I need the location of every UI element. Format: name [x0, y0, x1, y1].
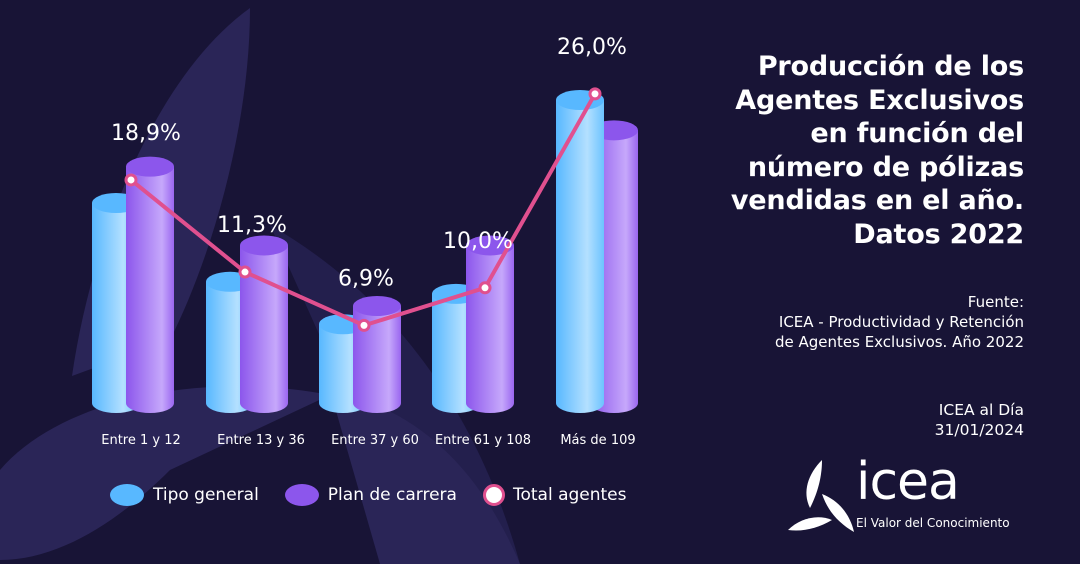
legend-item-total-agentes: Total agentes [482, 484, 627, 506]
bar-plan-carrera-body [126, 166, 174, 413]
legend-label: Total agentes [512, 485, 627, 505]
bar-plan-carrera-cap [466, 235, 514, 256]
category-label: Entre 61 y 108 [435, 433, 531, 448]
chart: 18,9% 11,3% 6,9% 10,0% 26,0% Entre 1 y 12 Ent… [92, 35, 638, 448]
source-line: ICEA - Productividad y Retención [778, 313, 1024, 331]
bar-group [206, 235, 288, 413]
chart-title: Producción de los Agentes Exclusivos en … [664, 50, 1024, 251]
legend-item-tipo-general: Tipo general [110, 484, 259, 506]
data-label: 11,3% [217, 213, 287, 238]
bar-plan-carrera-cap [126, 156, 174, 177]
source-label: Fuente: [967, 293, 1024, 311]
source-line: de Agentes Exclusivos. Año 2022 [774, 333, 1024, 351]
chart-legend: Tipo general Plan de carrera Total agent… [110, 484, 653, 506]
source-note: Fuente: ICEA - Productividad y Retención… [775, 292, 1024, 352]
title-line: en función del [810, 118, 1024, 149]
total-agentes-point [478, 281, 492, 295]
leaf-triskelion-icon [788, 460, 854, 532]
logo-tagline: El Valor del Conocimiento [856, 516, 1010, 530]
category-label: Entre 1 y 12 [101, 433, 181, 448]
title-line: Agentes Exclusivos [735, 84, 1024, 116]
bar-group [319, 296, 401, 413]
icea-logo: icea El Valor del Conocimiento [786, 452, 1046, 538]
data-label: 18,9% [111, 121, 181, 146]
legend-swatch-blue [110, 484, 144, 506]
bar-group [432, 235, 514, 413]
title-line: vendidas en el año. [730, 185, 1024, 216]
data-label: 6,9% [338, 266, 394, 291]
bar-plan-carrera-cap [353, 296, 401, 317]
edition-name: ICEA al Día [938, 401, 1024, 419]
data-label: 26,0% [557, 35, 627, 60]
category-label: Más de 109 [560, 433, 635, 448]
edition-date: 31/01/2024 [934, 421, 1024, 439]
title-line: Producción de los [757, 51, 1024, 82]
legend-label: Plan de carrera [327, 485, 457, 505]
bg-leaf-shape [0, 386, 330, 560]
total-agentes-point [124, 173, 138, 187]
legend-item-plan-carrera: Plan de carrera [284, 484, 457, 506]
bar-plan-carrera-body [466, 245, 514, 413]
bar-group [92, 156, 174, 413]
edition-info: ICEA al Día 31/01/2024 [935, 400, 1024, 440]
legend-swatch-ring [482, 484, 505, 506]
total-agentes-point [357, 318, 371, 332]
title-line: Datos 2022 [853, 218, 1024, 250]
category-label: Entre 37 y 60 [331, 433, 419, 448]
legend-label: Tipo general [153, 485, 259, 505]
legend-swatch-purple [284, 484, 319, 506]
bar-plan-carrera-body [353, 306, 401, 413]
total-agentes-point [588, 87, 602, 101]
data-label: 10,0% [443, 229, 513, 254]
category-label: Entre 13 y 36 [217, 433, 305, 448]
bar-tipo-general-body [556, 100, 604, 414]
logo-wordmark: icea [856, 452, 960, 512]
bg-leaf-shape [330, 390, 520, 564]
bar-plan-carrera-cap [240, 235, 288, 256]
total-agentes-point [238, 265, 252, 279]
title-line: número de pólizas [747, 151, 1024, 183]
